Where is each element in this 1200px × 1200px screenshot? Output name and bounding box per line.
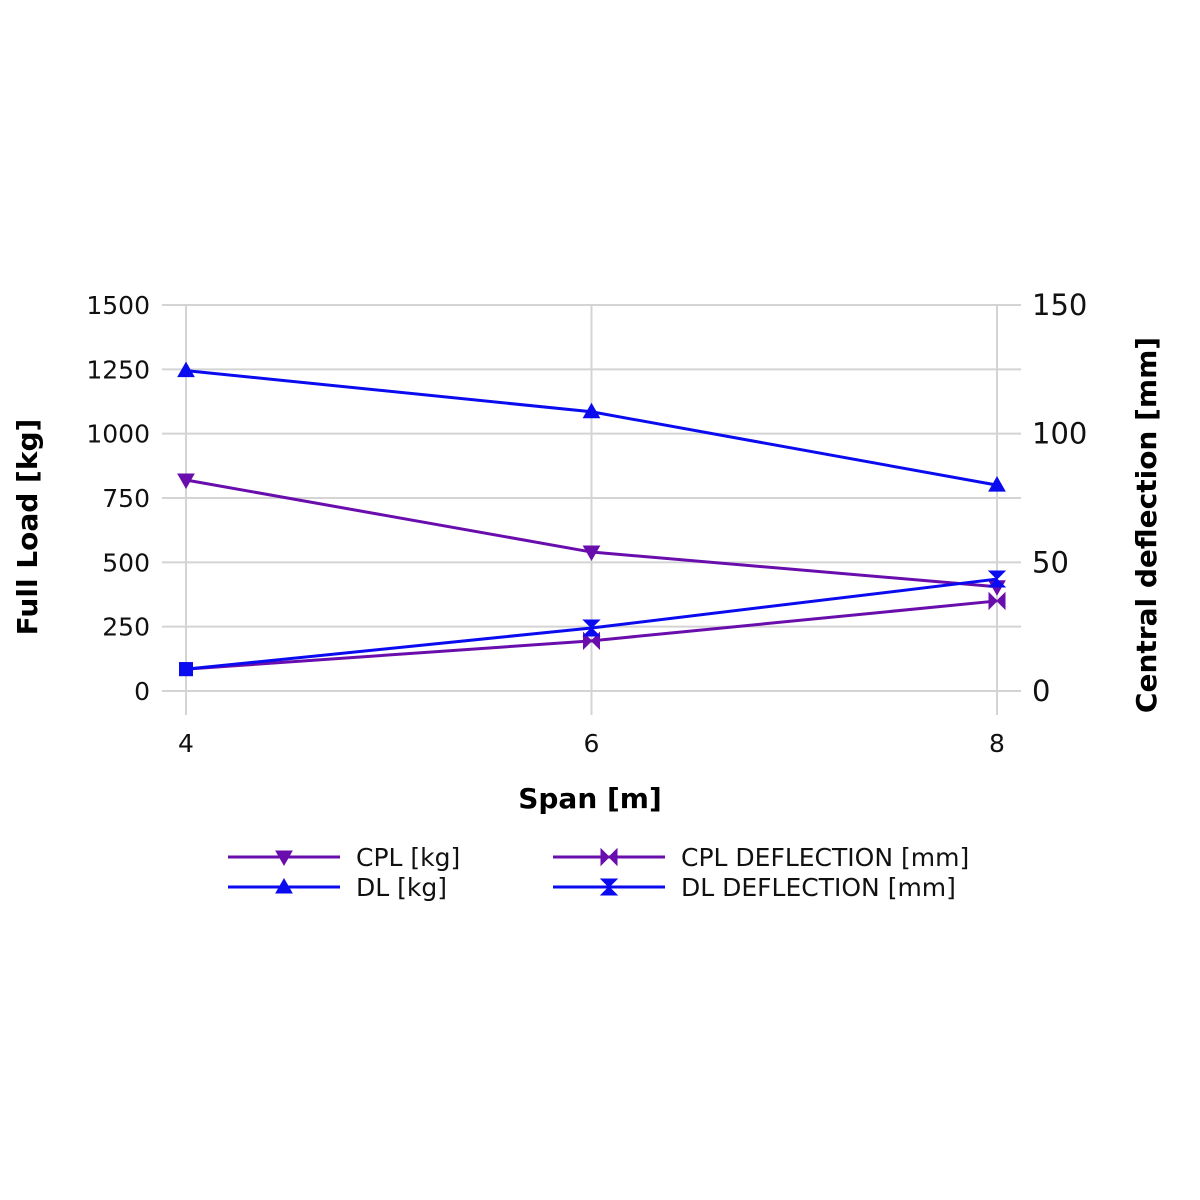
legend-item: DL [kg] [228, 873, 447, 902]
legend-marker [275, 850, 293, 867]
y-tick-label: 750 [102, 484, 150, 513]
right-axis-title: Central deflection [mm] [1130, 337, 1163, 713]
data-point [177, 473, 195, 489]
legend-marker [599, 878, 619, 896]
data-point [582, 402, 601, 419]
series-4 [179, 570, 1007, 677]
data-point [987, 570, 1007, 588]
right-tick-label: 150 [1032, 288, 1087, 322]
data-point [988, 476, 1006, 492]
x-tick-label: 6 [584, 729, 600, 758]
series-1 [177, 473, 1006, 596]
x-tick-label: 4 [178, 729, 194, 758]
y-axis-title: Full Load [kg] [11, 419, 44, 636]
x-tick-label: 8 [989, 729, 1005, 758]
y-tick-label: 500 [102, 548, 150, 577]
data-point [177, 361, 195, 378]
y-tick-label: 1250 [86, 355, 150, 384]
legend-item: CPL [kg] [228, 843, 460, 872]
series-layer [177, 361, 1007, 677]
gridlines [162, 304, 1021, 715]
y-tick-label: 1000 [86, 420, 150, 449]
data-point [179, 662, 193, 677]
legend-marker [275, 877, 293, 894]
right-tick-label: 100 [1032, 417, 1087, 451]
left-axis-ticks: 0 250 500 750 1000 1250 1500 [86, 291, 150, 706]
y-tick-label: 250 [102, 613, 150, 642]
series-2 [177, 361, 1006, 492]
legend-label: DL [kg] [356, 873, 447, 902]
legend-label: CPL [kg] [356, 843, 460, 872]
legend-marker [600, 847, 618, 867]
legend-label: CPL DEFLECTION [mm] [681, 843, 969, 872]
data-point [582, 545, 601, 562]
legend-item: DL DEFLECTION [mm] [553, 873, 956, 902]
data-point [988, 591, 1006, 611]
y-tick-label: 0 [134, 677, 150, 706]
right-tick-label: 0 [1032, 674, 1050, 708]
legend-item: CPL DEFLECTION [mm] [553, 843, 969, 872]
x-axis-title: Span [m] [518, 782, 662, 815]
right-tick-label: 50 [1032, 545, 1069, 579]
data-point [583, 631, 600, 651]
legend: CPL [kg]DL [kg] CPL DEFLECTION [mm]DL DEF… [228, 843, 969, 902]
right-axis-ticks: 0 50 100 150 [1032, 288, 1087, 708]
x-axis-ticks: 4 6 8 [178, 729, 1005, 758]
legend-label: DL DEFLECTION [mm] [681, 873, 956, 902]
data-point [582, 619, 601, 637]
y-tick-label: 1500 [86, 291, 150, 320]
